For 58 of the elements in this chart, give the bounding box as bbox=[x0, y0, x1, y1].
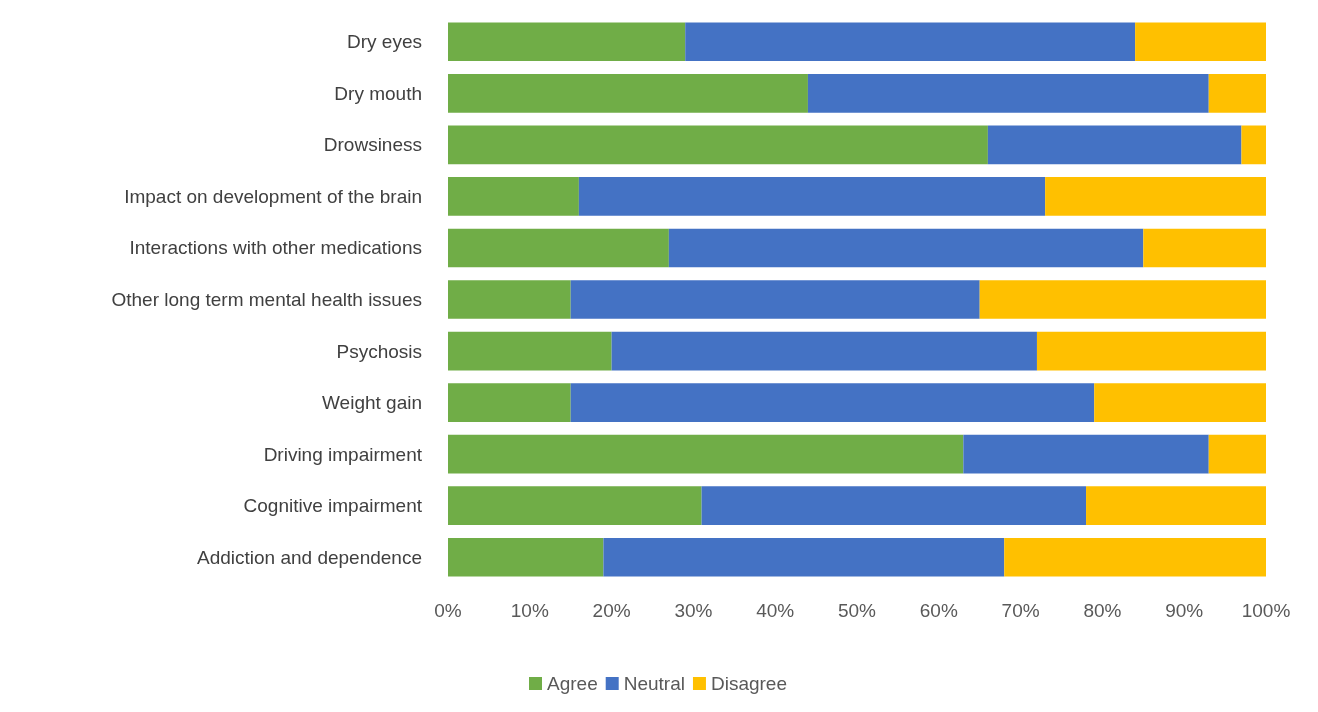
y-tick-label: Dry eyes bbox=[347, 31, 422, 53]
legend-label: Agree bbox=[547, 673, 598, 694]
bar bbox=[448, 537, 604, 577]
y-tick-label: Drowsiness bbox=[323, 134, 422, 156]
bar bbox=[685, 22, 1136, 62]
bar bbox=[578, 177, 1046, 216]
bar bbox=[1004, 537, 1266, 577]
bar bbox=[448, 383, 571, 422]
x-tick-label: 20% bbox=[592, 600, 631, 621]
x-tick-label: 60% bbox=[919, 600, 958, 621]
x-tick-label: 0% bbox=[434, 600, 462, 621]
y-tick-label: Weight gain bbox=[322, 392, 422, 414]
bar bbox=[1208, 73, 1266, 113]
bar bbox=[603, 537, 1005, 577]
bar bbox=[448, 228, 669, 268]
bar bbox=[448, 177, 579, 216]
bar bbox=[1135, 22, 1266, 62]
bar bbox=[448, 486, 702, 526]
bar bbox=[1143, 228, 1266, 268]
bar bbox=[1094, 383, 1266, 422]
bar bbox=[668, 228, 1144, 268]
bar bbox=[1045, 177, 1266, 216]
y-tick-label: Interactions with other medications bbox=[129, 237, 422, 259]
y-tick-label: Driving impairment bbox=[263, 443, 423, 465]
y-tick-label: Psychosis bbox=[336, 340, 422, 362]
x-tick-label: 30% bbox=[674, 600, 713, 621]
x-tick-label: 90% bbox=[1165, 600, 1204, 621]
bar bbox=[448, 125, 988, 165]
bar bbox=[448, 280, 571, 319]
x-tick-label: 10% bbox=[510, 600, 549, 621]
x-tick-label: 70% bbox=[1001, 600, 1040, 621]
bar bbox=[570, 280, 980, 319]
x-tick-label: 80% bbox=[1083, 600, 1122, 621]
bar bbox=[570, 383, 1095, 422]
bar bbox=[963, 434, 1209, 474]
bar bbox=[1036, 331, 1266, 371]
y-tick-label: Impact on development of the brain bbox=[124, 185, 422, 207]
x-tick-label: 50% bbox=[837, 600, 877, 621]
y-tick-label: Dry mouth bbox=[334, 82, 422, 104]
bar bbox=[1241, 125, 1266, 165]
bar bbox=[448, 331, 612, 371]
legend-label: Neutral bbox=[623, 673, 685, 694]
bar bbox=[1208, 434, 1266, 474]
bar bbox=[979, 280, 1266, 319]
bar bbox=[987, 125, 1242, 165]
bar bbox=[448, 73, 808, 113]
x-tick-label: 100% bbox=[1241, 600, 1291, 621]
legend-label: Disagree bbox=[710, 673, 787, 694]
bar bbox=[448, 434, 964, 474]
bar bbox=[448, 22, 686, 62]
y-tick-label: Addiction and dependence bbox=[196, 546, 422, 568]
bar bbox=[807, 73, 1209, 113]
y-tick-label: Cognitive impairment bbox=[243, 495, 423, 517]
bar bbox=[701, 486, 1087, 526]
bar bbox=[1086, 486, 1266, 526]
bar bbox=[611, 331, 1037, 371]
y-tick-label: Other long term mental health issues bbox=[111, 289, 422, 310]
x-tick-label: 40% bbox=[756, 600, 795, 621]
